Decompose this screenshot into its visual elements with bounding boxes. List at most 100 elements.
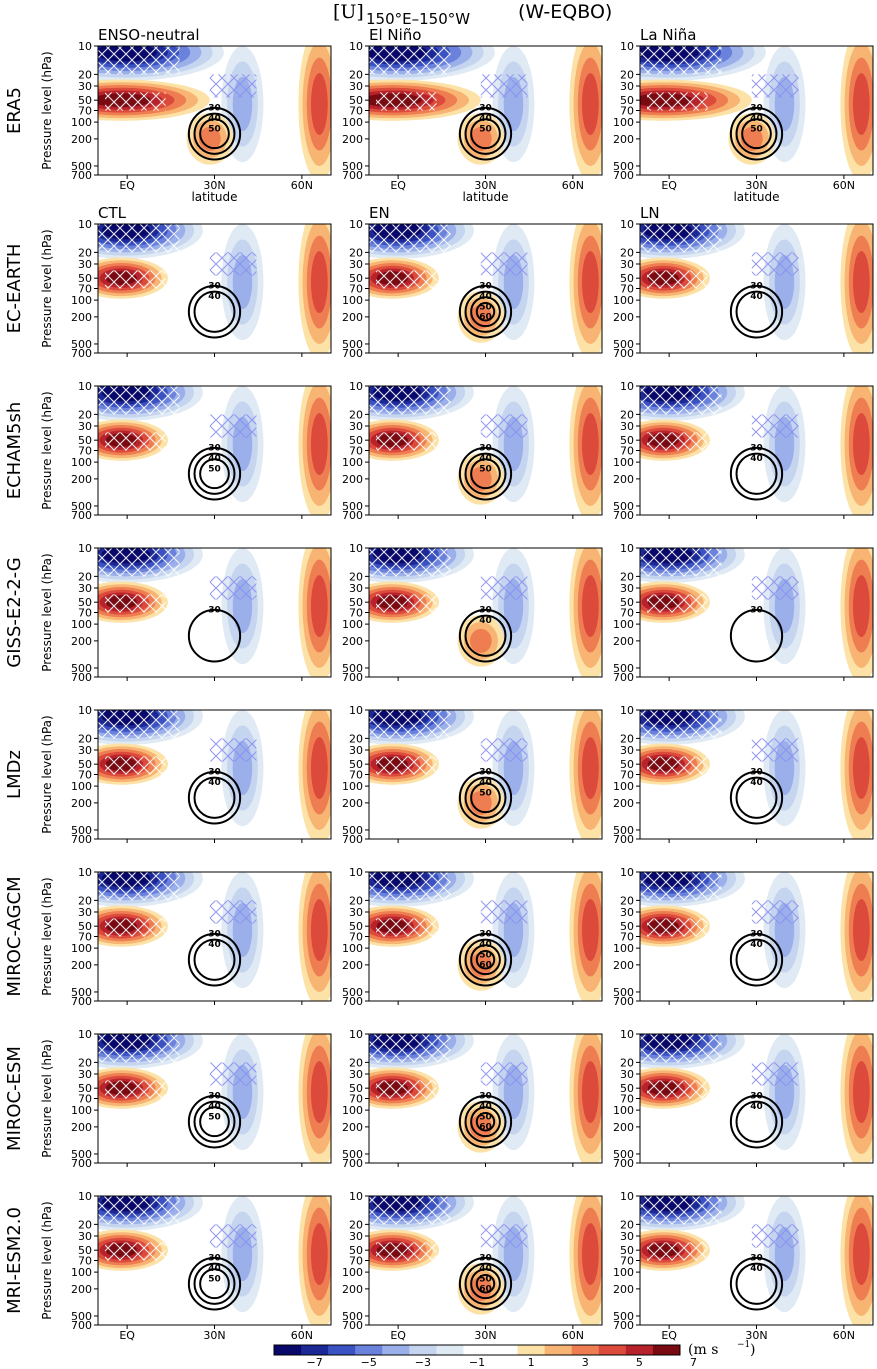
significance-hatch [640,548,722,577]
y-tick-label: 30 [78,258,92,271]
panel-grid: ERA5 Pressure level (hPa) 3040501020305070… [4,26,874,1342]
y-tick-label: 100 [71,942,92,955]
y-tick-label: 70 [349,607,363,620]
y-tick-label: 500 [613,338,634,351]
significance-hatch [209,252,257,276]
y-tick-label: 700 [342,995,363,1008]
significance-hatch [369,46,451,75]
y-tick-label: 200 [613,473,634,486]
colorbar-tick-label: 1 [528,1356,535,1369]
jet-contour [458,284,513,339]
y-tick-label: 50 [78,758,92,771]
contour-label: 50 [208,124,221,134]
column-title: ENSO-neutral [98,26,200,44]
y-tick-label: 20 [78,1218,92,1231]
y-tick-label: 500 [342,1310,363,1323]
x-tick-label: EQ [390,179,406,192]
contour-label: 30 [208,1092,221,1102]
jet-contour [187,608,242,663]
high-lat-anomaly [581,251,599,314]
x-tick-label: 30N [474,1329,496,1342]
y-tick-label: 700 [71,169,92,182]
y-tick-label: 500 [342,1148,363,1161]
y-tick-label: 700 [342,169,363,182]
y-tick-label: 10 [620,1028,634,1041]
y-tick-label: 70 [349,105,363,118]
significance-hatch [209,74,257,98]
contour-label: 50 [750,124,763,134]
y-tick-label: 70 [620,1255,634,1268]
y-tick-label: 10 [78,1028,92,1041]
y-tick-label: 700 [613,1157,634,1170]
jet-contour [741,118,772,150]
significance-hatch [98,872,180,901]
y-tick-label: 100 [342,618,363,631]
jet-contour [464,776,507,819]
jet-contour [729,1094,784,1149]
high-lat-anomaly [581,73,599,136]
significance-hatch [751,74,799,98]
y-tick-label: 200 [342,797,363,810]
contour-label: 50 [479,788,492,798]
high-lat-anomaly [310,73,328,136]
significance-hatch [646,432,708,451]
y-tick-label: 500 [71,338,92,351]
y-tick-label: 70 [349,445,363,458]
y-tick-label: 70 [620,283,634,296]
y-tick-label: 500 [342,338,363,351]
significance-hatch [480,576,528,600]
significance-hatch [98,386,180,415]
significance-hatch [98,46,180,75]
high-lat-anomaly [852,413,870,476]
y-tick-label: 20 [620,246,634,259]
jet-contour [475,949,496,970]
jet-contour [193,776,236,819]
y-tick-label: 30 [349,906,363,919]
contour-label: 40 [479,940,492,950]
y-tick-label: 30 [78,1068,92,1081]
y-tick-label: 10 [620,380,634,393]
y-tick-label: 50 [78,920,92,933]
y-tick-label: 700 [613,1319,634,1332]
y-tick-label: 700 [342,833,363,846]
y-tick-label: 30 [349,80,363,93]
row-label: MIROC-ESM [4,1046,25,1151]
y-axis-label: Pressure level (hPa) [40,391,54,509]
significance-hatch [98,1034,180,1063]
y-tick-label: 20 [349,894,363,907]
jet-contour [470,944,501,976]
y-tick-label: 500 [613,160,634,173]
y-tick-label: 700 [71,347,92,360]
significance-hatch [751,414,799,438]
significance-hatch [369,872,451,901]
x-tick-label: 60N [291,1329,313,1342]
y-tick-label: 100 [613,942,634,955]
significance-hatch [480,1224,528,1248]
row-label: MIROC-AGCM [4,876,25,996]
column-title: EN [369,204,390,222]
y-tick-label: 30 [620,80,634,93]
significance-hatch [98,1196,180,1225]
jet-contour [458,770,513,825]
y-tick-label: 50 [78,596,92,609]
x-tick-label: 30N [745,179,767,192]
y-tick-label: 50 [349,758,363,771]
y-tick-label: 700 [71,671,92,684]
jet-contour [470,296,501,328]
significance-hatch [104,918,166,937]
significance-hatch [369,1034,451,1063]
jet-contour [464,1262,507,1305]
row-label: ECHAM5sh [4,402,25,500]
y-tick-label: 700 [342,1157,363,1170]
high-lat-anomaly [852,899,870,962]
contour-label: 30 [479,606,492,616]
y-tick-label: 30 [620,420,634,433]
y-tick-label: 50 [349,1244,363,1257]
y-tick-label: 700 [71,509,92,522]
contour-label: 30 [479,104,492,114]
